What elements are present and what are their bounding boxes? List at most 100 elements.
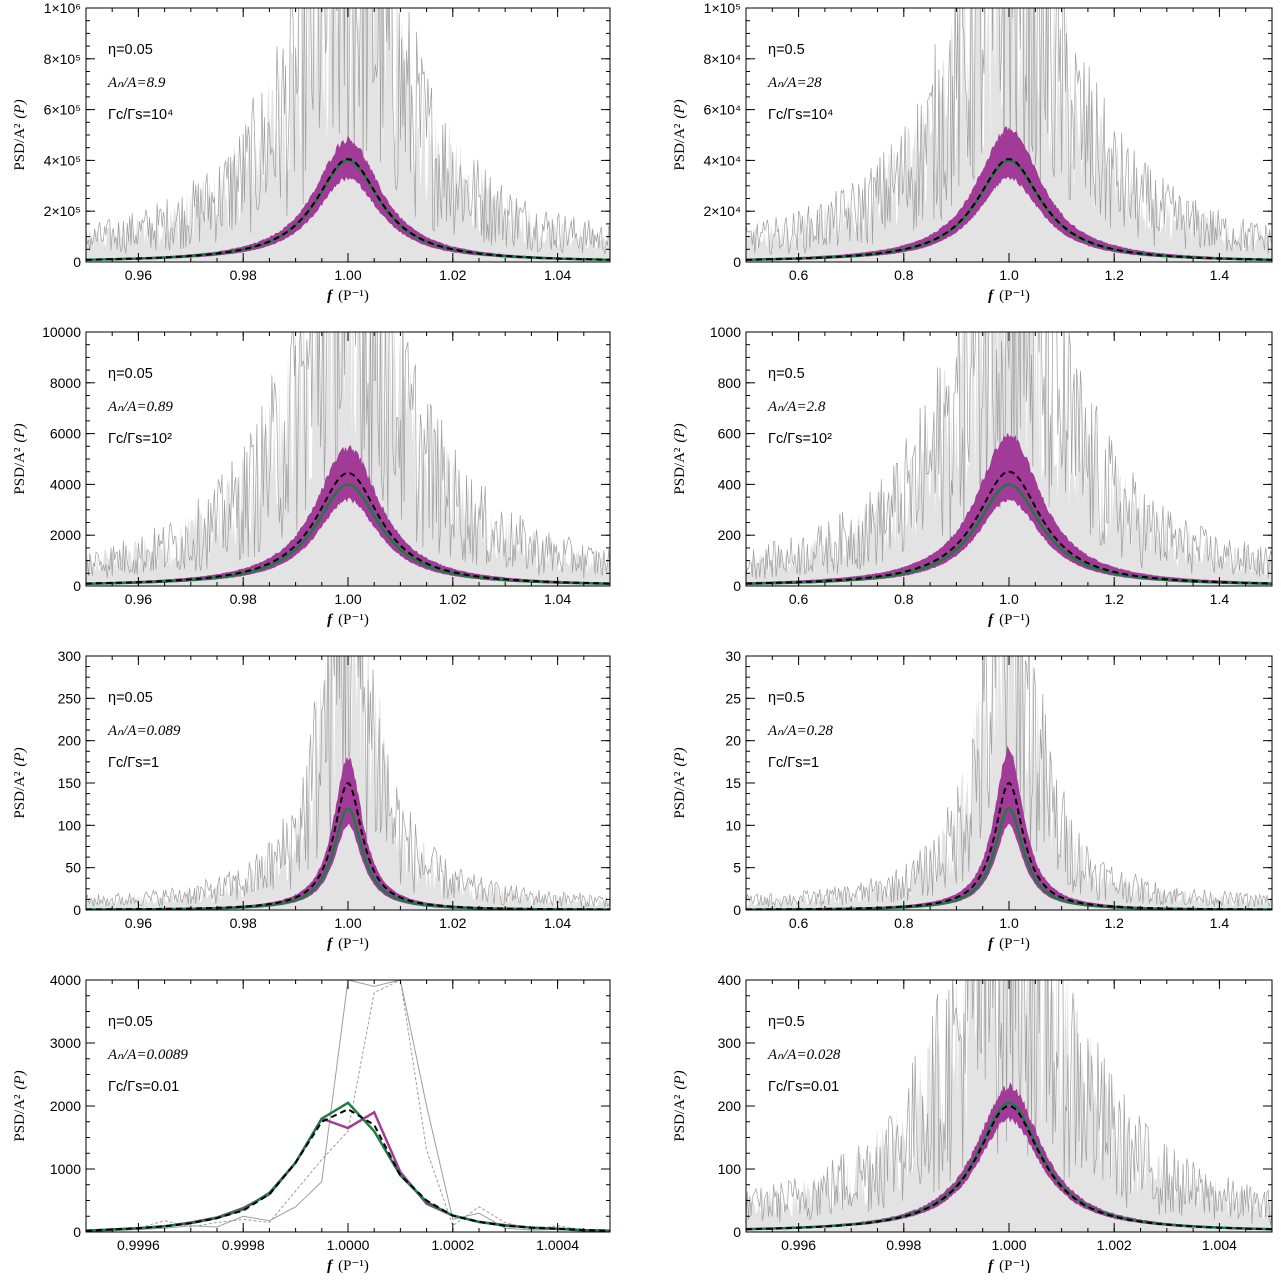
panel-eta0.5-ratio0.01: 0.996 0.998 1.000 1.002 1.0040100200300400f(… — [672, 972, 1273, 1274]
parameter-annotations: η=0.05 Aₙ/A=0.89 Γc/Γs=10² — [107, 366, 173, 447]
y-axis: 0 50 100 150 200 250 300 — [58, 648, 610, 918]
annotation-eta: η=0.5 — [768, 42, 805, 58]
annotation-amplitude-ratio: Aₙ/A=0.089 — [107, 723, 181, 739]
x-tick-label: 1.4 — [1210, 591, 1230, 607]
y-tick-label: 4×10⁵ — [44, 152, 81, 168]
x-label-var: f — [327, 288, 334, 304]
y-axis-label: PSD/A² (P) — [672, 747, 688, 818]
y-tick-label: 6×10⁵ — [44, 102, 81, 118]
x-tick-label: 1.00 — [334, 267, 361, 283]
x-tick-label: 1.0002 — [431, 1237, 474, 1253]
mean-line — [746, 470, 1272, 585]
mean-line — [746, 158, 1272, 261]
x-tick-label: 1.04 — [544, 267, 571, 283]
x-label-unit: (P⁻¹) — [338, 936, 369, 952]
x-axis-label: f (P⁻¹) — [988, 1258, 1030, 1274]
x-label-var: f — [988, 1258, 995, 1274]
y-tick-label: 400 — [718, 476, 742, 492]
x-tick-label: 0.996 — [781, 1237, 816, 1253]
annotation-gamma-ratio: Γc/Γs=10² — [108, 431, 172, 447]
model-line — [86, 159, 610, 262]
parameter-annotations: η=0.5 Aₙ/A=28 Γc/Γs=10⁴ — [767, 42, 833, 123]
model-line — [746, 159, 1272, 262]
y-tick-label: 100 — [718, 1161, 742, 1177]
x-tick-label: 0.6 — [789, 591, 809, 607]
plot-area — [86, 332, 610, 586]
y-label-var: PSD/A² — [12, 123, 28, 171]
y-axis: 0 2×10⁵ 4×10⁵ 6×10⁵ 8×10⁵ 1×10⁶ — [44, 0, 610, 270]
y-tick-label: 0 — [733, 254, 741, 270]
y-tick-label: 100 — [58, 817, 82, 833]
y-tick-label: 30 — [725, 648, 741, 664]
y-tick-label: 1000 — [710, 324, 741, 340]
x-tick-label: 1.2 — [1104, 267, 1124, 283]
y-axis-label: PSD/A² (P) — [672, 423, 688, 494]
y-label-var: PSD/A² — [672, 447, 688, 495]
x-axis-label: f (P⁻¹) — [988, 936, 1030, 952]
x-axis-label: f (P⁻¹) — [327, 612, 369, 628]
x-tick-label: 0.8 — [894, 915, 914, 931]
annotation-eta: η=0.05 — [108, 42, 153, 58]
model-line — [746, 807, 1272, 910]
panel-eta0.05-ratio1e4: 0.96 0.98 1.00 1.02 1.04 0 2×10⁵ 4×10⁵ 6×10⁵ 8×10… — [12, 0, 611, 304]
y-tick-label: 150 — [58, 775, 82, 791]
x-label-unit: (P⁻¹) — [999, 936, 1030, 952]
y-tick-label: 200 — [718, 1098, 742, 1114]
annotation-eta: η=0.5 — [768, 1014, 805, 1030]
annotation-eta: η=0.05 — [108, 1014, 153, 1030]
x-tick-label: 0.96 — [125, 591, 152, 607]
plot-area — [86, 656, 610, 910]
plot-area — [746, 980, 1272, 1232]
annotation-amplitude-ratio: Aₙ/A=0.028 — [767, 1047, 841, 1063]
y-tick-label: 300 — [718, 1035, 742, 1051]
y-tick-label: 6000 — [50, 426, 81, 442]
model-line — [746, 1101, 1272, 1231]
annotation-gamma-ratio: Γc/Γs=1 — [768, 755, 819, 771]
parameter-annotations: η=0.05 Aₙ/A=0.089 Γc/Γs=1 — [107, 690, 181, 771]
panel-eta0.05-ratio0.01: 0.9996 0.9998 1.0000 1.0002 1.0004 0 1000 2000 3… — [12, 972, 611, 1274]
y-tick-label: 4000 — [50, 972, 81, 988]
x-tick-label: 1.04 — [544, 915, 571, 931]
x-tick-label: 0.98 — [230, 267, 257, 283]
x-tick-label: 0.8 — [894, 591, 914, 607]
y-tick-label: 1000 — [50, 1161, 81, 1177]
y-label-unit: (P) — [672, 747, 688, 766]
plot-area — [746, 8, 1272, 262]
x-axis: 0.6 0.8 1.0 1.2 1.4 — [745, 332, 1273, 607]
x-tick-label: 0.8 — [894, 267, 914, 283]
x-tick-label: 0.96 — [125, 267, 152, 283]
model-series — [86, 1101, 610, 1232]
x-tick-label: 1.0004 — [536, 1237, 579, 1253]
panel-eta0.5-ratio1e2: 0.6 0.8 1.0 1.2 1.4 0 200 400 600 800 1000 f (P⁻¹) PS… — [672, 324, 1273, 628]
annotation-eta: η=0.5 — [768, 366, 805, 382]
y-tick-label: 1×10⁶ — [44, 0, 81, 16]
x-axis: 0.96 0.98 1.00 1.02 1.04 — [85, 656, 611, 931]
y-tick-label: 8×10⁵ — [44, 51, 81, 67]
y-tick-label: 200 — [718, 527, 742, 543]
y-tick-label: 10 — [725, 817, 741, 833]
x-tick-label: 1.004 — [1202, 1237, 1237, 1253]
y-tick-label: 4×10⁴ — [703, 152, 741, 168]
annotation-amplitude-ratio: Aₙ/A=2.8 — [767, 399, 826, 415]
y-label-var: PSD/A² — [12, 771, 28, 819]
parameter-annotations: η=0.05 Aₙ/A=0.0089 Γc/Γs=0.01 — [107, 1014, 188, 1095]
y-tick-label: 20 — [725, 733, 741, 749]
x-axis-label: f (P⁻¹) — [988, 612, 1030, 628]
x-label-var: f — [327, 936, 334, 952]
x-label-var: f — [988, 936, 995, 952]
mean-line — [86, 781, 610, 910]
x-label-unit: (P⁻¹) — [338, 612, 369, 628]
annotation-gamma-ratio: Γc/Γs=10⁴ — [108, 107, 173, 123]
x-axis-label: f (P⁻¹) — [327, 1258, 369, 1274]
x-tick-label: 0.6 — [789, 267, 809, 283]
x-axis: 0.9996 0.9998 1.0000 1.0002 1.0004 — [85, 980, 611, 1253]
mean-line — [746, 781, 1272, 910]
observed-line — [746, 332, 1272, 580]
x-tick-label: 1.02 — [439, 915, 466, 931]
y-tick-label: 2000 — [50, 527, 81, 543]
y-tick-label: 50 — [65, 860, 81, 876]
x-tick-label: 1.02 — [439, 267, 466, 283]
x-tick-label: 0.98 — [230, 591, 257, 607]
y-tick-label: 8×10⁴ — [703, 51, 741, 67]
annotation-gamma-ratio: Γc/Γs=10⁴ — [768, 107, 833, 123]
